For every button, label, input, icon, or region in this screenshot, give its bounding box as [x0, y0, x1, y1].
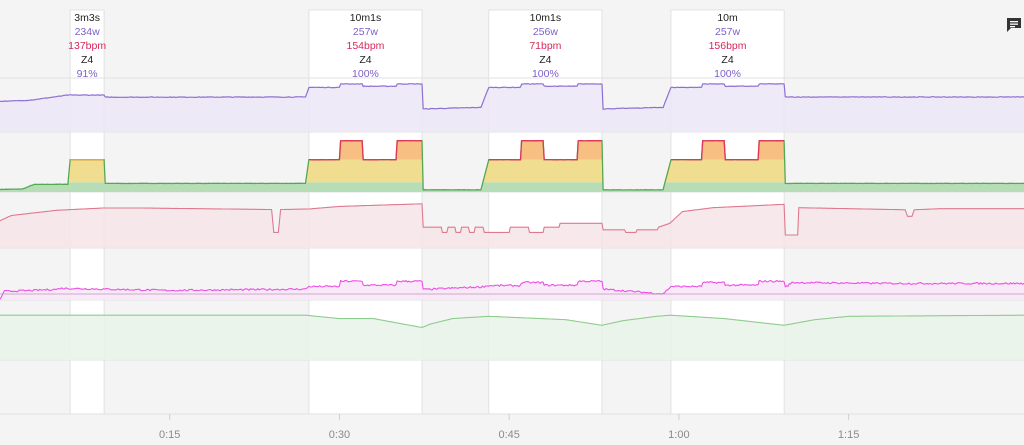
x-tick-label-5: 1:15: [838, 429, 859, 441]
interval-1-zone-label: Z4: [81, 54, 93, 66]
interval-2-zone-label: Z4: [359, 54, 371, 66]
interval-4-zone-label: Z4: [721, 54, 733, 66]
interval-1-pct-label: 91%: [77, 68, 98, 80]
interval-4-heart-rate-label: 156bpm: [709, 40, 747, 52]
heart_rate-line[interactable]: [0, 203, 1024, 236]
cadence-area: [0, 280, 1024, 300]
interval-4-pct-label: 100%: [714, 68, 741, 80]
x-tick-label-2: 0:30: [329, 429, 350, 441]
interval-4-duration-label: 10m: [717, 12, 738, 24]
interval-1-heart-rate-label: 137bpm: [68, 40, 106, 52]
interval-3-pct-label: 100%: [532, 68, 559, 80]
interval-2-duration-label: 10m1s: [350, 12, 382, 24]
interval-2-pct-label: 100%: [352, 68, 379, 80]
x-tick-label-3: 0:45: [498, 429, 519, 441]
zone-cap-line-4: [670, 139, 785, 161]
interval-3-zone-label: Z4: [539, 54, 551, 66]
zone-cap-line-3: [488, 139, 603, 161]
cadence-line[interactable]: [0, 279, 1024, 300]
interval-2-power-label: 257w: [353, 26, 379, 38]
interval-3-duration-label: 10m1s: [530, 12, 562, 24]
interval-2-heart-rate-label: 154bpm: [346, 40, 384, 52]
zone-cap-line-2: [308, 139, 423, 161]
balance-area: [0, 315, 1024, 360]
comment-icon[interactable]: [1005, 16, 1023, 34]
power-line[interactable]: [0, 83, 1024, 110]
heart_rate-area: [0, 203, 1024, 248]
interval-3-heart-rate-label: 71bpm: [529, 40, 561, 52]
balance-line[interactable]: [0, 314, 1024, 329]
interval-3-power-label: 256w: [533, 26, 559, 38]
x-tick-label-4: 1:00: [668, 429, 689, 441]
interval-1-duration-label: 3m3s: [74, 12, 100, 24]
power-area: [0, 83, 1024, 132]
interval-1-power-label: 234w: [75, 26, 101, 38]
interval-4-power-label: 257w: [715, 26, 741, 38]
zone-fill-green: [0, 182, 1024, 192]
x-tick-label-1: 0:15: [159, 429, 180, 441]
